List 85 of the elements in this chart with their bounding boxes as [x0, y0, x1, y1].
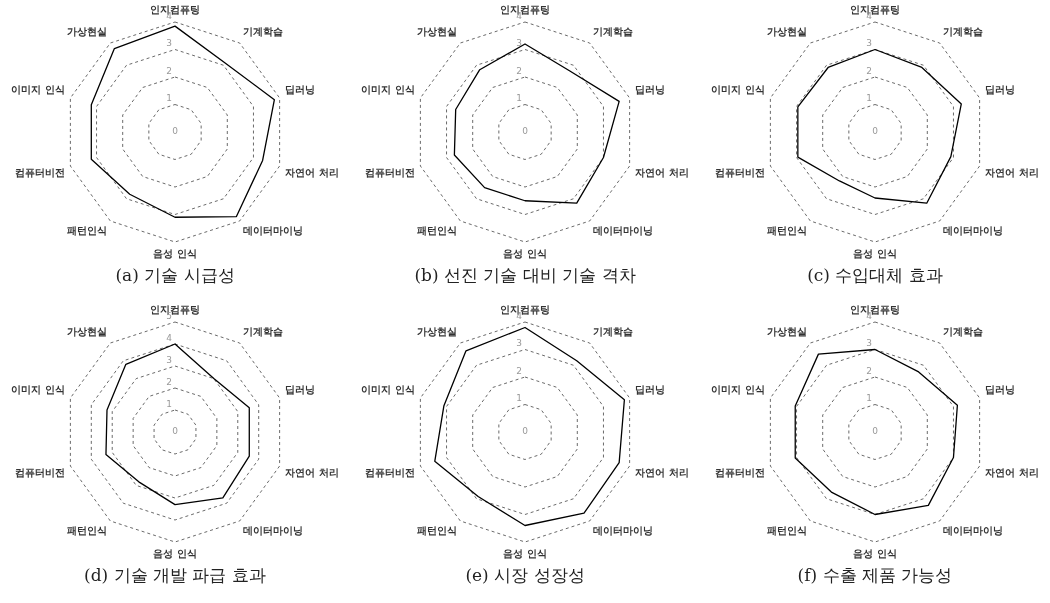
- spoke-label: 패턴인식: [416, 525, 457, 537]
- spoke-label: 컴퓨터비전: [714, 167, 765, 179]
- spoke-label: 자연어 처리: [635, 167, 689, 179]
- spoke-label: 딥러닝: [635, 383, 666, 395]
- spoke-label: 패턴인식: [416, 225, 457, 237]
- spoke-label: 패턴인식: [66, 225, 107, 237]
- spoke-label: 데이터마이닝: [943, 525, 1004, 537]
- text: (d) 기술 개발 파급 효과: [84, 564, 266, 587]
- spoke-label: 이미지 인식: [11, 383, 65, 395]
- spoke-label: 패턴인식: [766, 525, 807, 537]
- spoke-label: 기계학습: [593, 25, 634, 37]
- y-tick-label: 2: [866, 65, 872, 76]
- spoke-label: 자연어 처리: [985, 467, 1039, 479]
- spoke-label: 이미지 인식: [11, 83, 65, 95]
- spoke-label: 기계학습: [943, 25, 984, 37]
- spoke-label: 기계학습: [943, 325, 984, 337]
- spoke-label: 딥러닝: [635, 83, 666, 95]
- text: (a) 기술 시급성: [115, 264, 235, 287]
- text: (b) 선진 기술 대비 기술 격차: [414, 264, 636, 287]
- spoke-label: 자연어 처리: [285, 167, 339, 179]
- y-tick-label: 3: [166, 38, 172, 49]
- spoke-label: 딥러닝: [285, 83, 316, 95]
- spoke-label: 컴퓨터비전: [14, 167, 65, 179]
- spoke-label: 자연어 처리: [985, 167, 1039, 179]
- spoke-label: 음성 인식: [853, 547, 897, 559]
- spoke-label: 이미지 인식: [711, 83, 765, 95]
- text: (c) 수입대체 효과: [807, 264, 943, 287]
- spoke-label: 컴퓨터비전: [14, 467, 65, 479]
- spoke-label: 음성 인식: [503, 547, 547, 559]
- spoke-label: 가상현실: [416, 25, 457, 37]
- spoke-label: 패턴인식: [66, 525, 107, 537]
- spoke-label: 데이터마이닝: [243, 525, 304, 537]
- spoke-label: 가상현실: [66, 325, 107, 337]
- y-tick-label: 2: [166, 65, 172, 76]
- spoke-label: 가상현실: [766, 325, 807, 337]
- spoke-label: 자연어 처리: [285, 467, 339, 479]
- spoke-label: 컴퓨터비전: [364, 167, 415, 179]
- y-tick-label: 0: [172, 126, 179, 137]
- spoke-label: 이미지 인식: [711, 383, 765, 395]
- spoke-label: 가상현실: [766, 25, 807, 37]
- y-tick-label: 3: [866, 38, 872, 49]
- y-tick-label: 3: [166, 354, 172, 365]
- y-tick-label: 1: [866, 393, 872, 404]
- spoke-label: 컴퓨터비전: [364, 467, 415, 479]
- spoke-label: 패턴인식: [766, 225, 807, 237]
- spoke-label: 이미지 인식: [361, 383, 415, 395]
- text: (e) 시장 성장성: [465, 564, 585, 587]
- y-tick-label: 1: [516, 393, 522, 404]
- y-tick-label: 1: [866, 93, 872, 104]
- spoke-label: 기계학습: [243, 325, 284, 337]
- spoke-label: 컴퓨터비전: [714, 467, 765, 479]
- y-tick-label: 1: [516, 93, 522, 104]
- spoke-label: 이미지 인식: [361, 83, 415, 95]
- y-tick-label: 0: [172, 426, 179, 437]
- y-tick-label: 4: [166, 332, 173, 343]
- spoke-label: 기계학습: [593, 325, 634, 337]
- y-tick-label: 0: [522, 426, 529, 437]
- spoke-label: 자연어 처리: [635, 467, 689, 479]
- y-tick-label: 3: [866, 338, 872, 349]
- spoke-label: 딥러닝: [985, 383, 1016, 395]
- spoke-label: 음성 인식: [503, 247, 547, 259]
- spoke-label: 가상현실: [416, 325, 457, 337]
- spoke-label: 데이터마이닝: [593, 525, 654, 537]
- spoke-label: 음성 인식: [153, 247, 197, 259]
- y-tick-label: 0: [522, 126, 529, 137]
- spoke-label: 데이터마이닝: [243, 225, 304, 237]
- y-tick-label: 3: [516, 38, 522, 49]
- spoke-label: 가상현실: [66, 25, 107, 37]
- y-tick-label: 2: [866, 365, 872, 376]
- spoke-label: 데이터마이닝: [943, 225, 1004, 237]
- y-tick-label: 1: [166, 398, 172, 409]
- spoke-label: 기계학습: [243, 25, 284, 37]
- y-tick-label: 3: [516, 338, 522, 349]
- y-tick-label: 0: [872, 126, 879, 137]
- spoke-label: 음성 인식: [153, 547, 197, 559]
- y-tick-label: 0: [872, 426, 879, 437]
- text: (f) 수출 제품 가능성: [797, 564, 953, 587]
- y-tick-label: 1: [166, 93, 172, 104]
- spoke-label: 딥러닝: [285, 383, 316, 395]
- y-tick-label: 2: [516, 65, 522, 76]
- spoke-label: 데이터마이닝: [593, 225, 654, 237]
- spoke-label: 딥러닝: [985, 83, 1016, 95]
- y-tick-label: 2: [516, 365, 522, 376]
- y-tick-label: 2: [166, 376, 172, 387]
- spoke-label: 음성 인식: [853, 247, 897, 259]
